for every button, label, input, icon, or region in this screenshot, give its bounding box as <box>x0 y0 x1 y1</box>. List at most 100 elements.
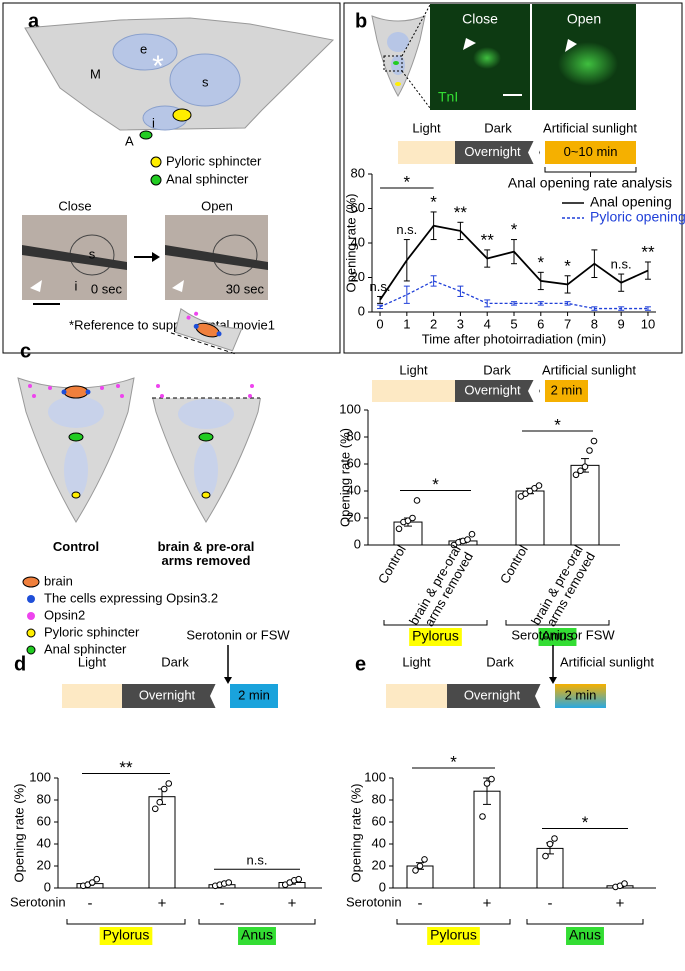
y-axis-label: Opening rate (%) <box>11 784 26 883</box>
data-point <box>551 835 558 842</box>
y-tick-label: 80 <box>347 428 361 443</box>
gut-icon <box>387 32 409 52</box>
significance-label: n.s. <box>247 853 268 868</box>
anal-sphincter <box>198 432 214 442</box>
dark-label: Dark <box>484 120 512 135</box>
arrowhead <box>172 280 184 292</box>
opsin2-cell <box>120 394 124 398</box>
stage-phase <box>545 380 588 402</box>
opsin3-cell <box>61 389 67 395</box>
y-tick-label: 60 <box>351 200 365 215</box>
zoom-line <box>401 4 431 57</box>
significance-label: n.s. <box>611 256 632 271</box>
panel-frame <box>2 2 341 354</box>
y-tick-label: 20 <box>347 509 361 524</box>
brain <box>63 385 89 399</box>
legend-label: Pyloric opening <box>590 209 685 225</box>
significance-label: ** <box>641 242 655 261</box>
x-tick-label: + <box>616 895 625 912</box>
data-point <box>488 775 495 783</box>
fluorescence-signal <box>473 47 501 69</box>
legend-label: Anal opening <box>590 194 672 210</box>
photo-label: s <box>89 246 96 261</box>
opsin2-cell <box>100 386 104 390</box>
legend-swatch <box>26 645 36 655</box>
stage-phase <box>230 684 278 708</box>
photo-label: i <box>75 278 78 293</box>
x-tick-label: 10 <box>641 316 655 331</box>
data-point <box>412 867 419 874</box>
group-label-bg <box>538 628 577 646</box>
treatment-arrow <box>549 677 557 684</box>
significance-label: * <box>404 172 411 191</box>
series-line <box>379 224 649 301</box>
y-axis-label: Opening rate (%) <box>337 428 352 527</box>
stomach <box>48 396 104 428</box>
light-phase <box>386 684 447 708</box>
x-tick-label: 4 <box>484 316 491 331</box>
light-phase <box>62 684 122 708</box>
legend-swatch <box>150 156 162 168</box>
panel-label: b <box>355 10 367 32</box>
dark-phase <box>122 684 222 708</box>
photo-title: Open <box>567 11 601 27</box>
significance-label: * <box>564 256 571 275</box>
bar <box>473 790 501 889</box>
condition-label: Control <box>52 540 100 554</box>
time-break <box>528 140 545 165</box>
legend-swatch <box>26 628 36 638</box>
data-point <box>542 852 549 860</box>
opsin2-cell <box>48 386 52 390</box>
pyloric-sphincter <box>201 491 211 499</box>
data-point <box>483 780 491 787</box>
region-label: i <box>152 115 155 130</box>
legend-label: Anal sphincter <box>166 171 249 186</box>
duration-label: 2 min <box>551 382 583 397</box>
data-point <box>160 785 168 793</box>
group-label-bg <box>238 927 276 945</box>
legend-swatch <box>27 612 35 620</box>
x-tick-label: + <box>158 895 167 912</box>
data-point <box>621 880 628 887</box>
x-tick-label: 1 <box>403 316 410 331</box>
light-label: Light <box>412 120 441 135</box>
y-tick-label: 80 <box>37 791 51 806</box>
x-tick-label: 9 <box>618 316 625 331</box>
light-label: Light <box>399 362 428 377</box>
dark-label: Dark <box>161 654 189 669</box>
anal-sphincter <box>139 130 153 140</box>
time-break <box>535 683 555 709</box>
group-bracket <box>383 620 488 626</box>
data-point <box>590 437 598 445</box>
y-tick-label: 40 <box>351 234 365 249</box>
stain-label: TnI <box>438 89 458 105</box>
arrowhead <box>463 38 476 50</box>
stage-phase <box>555 684 606 708</box>
opsin2-cell <box>194 311 199 316</box>
data-point <box>409 514 416 522</box>
y-tick-label: 40 <box>372 835 386 850</box>
significance-label: * <box>430 192 437 211</box>
opsin2-cell <box>32 394 36 398</box>
treatment-label: Serotonin or FSW <box>186 627 290 642</box>
group-label: Pylorus <box>412 628 459 644</box>
pyloric-sphincter <box>71 491 81 499</box>
light-label: Light <box>78 654 107 669</box>
data-point <box>225 879 233 886</box>
x-tick-label: 8 <box>591 316 598 331</box>
x-tick-label: - <box>548 895 553 912</box>
x-axis-label: Time after photoirradiation (min) <box>422 331 606 346</box>
x-tick-label: + <box>288 895 297 912</box>
pyloric-sphincter <box>172 108 192 122</box>
x-tick-label: - <box>418 895 423 912</box>
stage-label: Artificial sunlight <box>560 654 654 669</box>
overnight-label: Overnight <box>464 687 521 702</box>
group-label: Pylorus <box>103 927 150 943</box>
panel-label: d <box>14 653 26 675</box>
photo-detail <box>22 245 127 270</box>
intestine <box>64 442 88 498</box>
data-point <box>535 482 543 489</box>
photo-title: Close <box>58 198 91 213</box>
legend-swatch <box>22 576 40 588</box>
